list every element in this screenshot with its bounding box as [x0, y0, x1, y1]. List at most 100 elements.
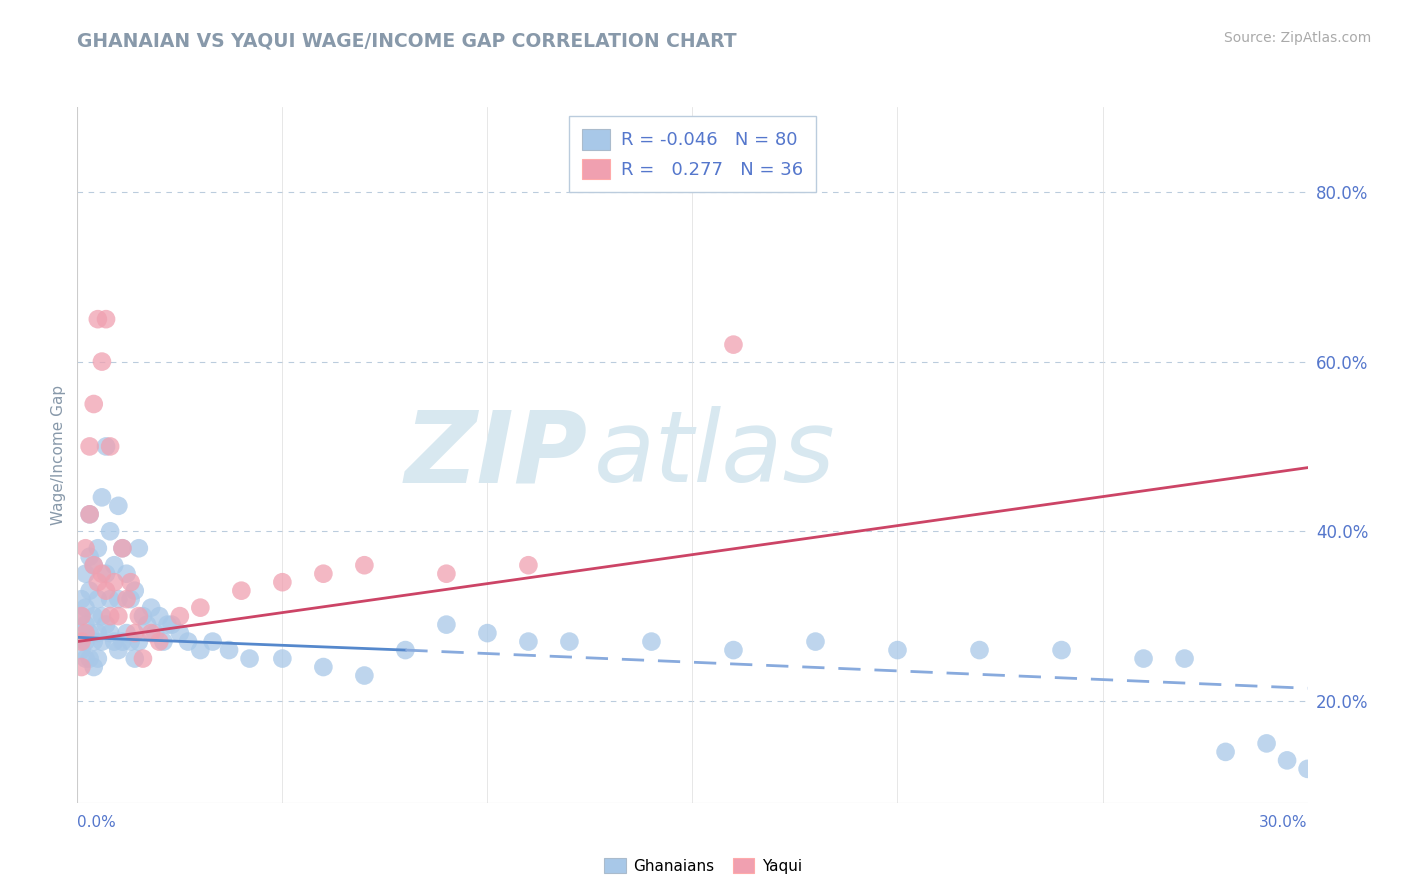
- Point: [70, 660, 93, 674]
- Point: [124, 651, 146, 665]
- Point: [70, 626, 93, 640]
- Point: [70, 609, 93, 624]
- Point: [1050, 643, 1073, 657]
- Point: [558, 634, 581, 648]
- Point: [79, 549, 101, 564]
- Text: ZIP: ZIP: [405, 407, 588, 503]
- Point: [75, 651, 97, 665]
- Point: [1132, 651, 1154, 665]
- Point: [723, 337, 745, 351]
- Point: [75, 617, 97, 632]
- Point: [148, 634, 170, 648]
- Point: [83, 558, 105, 573]
- Point: [160, 617, 183, 632]
- Text: 0.0%: 0.0%: [77, 815, 117, 830]
- Point: [87, 592, 110, 607]
- Point: [132, 651, 155, 665]
- Point: [143, 626, 166, 640]
- Point: [79, 439, 101, 453]
- Point: [353, 558, 375, 573]
- Point: [886, 643, 908, 657]
- Point: [111, 541, 134, 556]
- Point: [107, 643, 129, 657]
- Point: [188, 600, 212, 615]
- Point: [120, 575, 142, 590]
- Point: [75, 626, 97, 640]
- Point: [70, 592, 93, 607]
- Point: [312, 660, 335, 674]
- Point: [271, 575, 294, 590]
- Point: [804, 634, 827, 648]
- Point: [394, 643, 416, 657]
- Point: [90, 634, 114, 648]
- Point: [218, 643, 240, 657]
- Point: [136, 617, 159, 632]
- Point: [103, 558, 125, 573]
- Point: [75, 634, 97, 648]
- Point: [124, 583, 146, 598]
- Point: [132, 609, 155, 624]
- Point: [231, 583, 253, 598]
- Point: [70, 609, 93, 624]
- Point: [87, 626, 110, 640]
- Point: [87, 541, 110, 556]
- Point: [98, 439, 121, 453]
- Point: [477, 626, 499, 640]
- Point: [128, 541, 150, 556]
- Point: [98, 524, 121, 539]
- Point: [103, 634, 125, 648]
- Point: [83, 609, 105, 624]
- Point: [517, 558, 540, 573]
- Point: [148, 609, 170, 624]
- Point: [1296, 762, 1319, 776]
- Point: [98, 609, 121, 624]
- Point: [94, 312, 117, 326]
- Point: [111, 634, 134, 648]
- Point: [70, 634, 93, 648]
- Point: [98, 626, 121, 640]
- Point: [94, 566, 117, 581]
- Point: [87, 312, 110, 326]
- Point: [83, 660, 105, 674]
- Point: [79, 508, 101, 522]
- Point: [90, 491, 114, 505]
- Point: [1215, 745, 1237, 759]
- Point: [152, 634, 174, 648]
- Point: [75, 566, 97, 581]
- Point: [107, 609, 129, 624]
- Point: [141, 626, 163, 640]
- Point: [83, 558, 105, 573]
- Point: [90, 354, 114, 368]
- Point: [111, 541, 134, 556]
- Point: [201, 634, 224, 648]
- Point: [436, 566, 458, 581]
- Point: [79, 651, 101, 665]
- Point: [723, 643, 745, 657]
- Point: [1275, 753, 1298, 767]
- Point: [969, 643, 991, 657]
- Point: [107, 499, 129, 513]
- Point: [128, 609, 150, 624]
- Point: [75, 541, 97, 556]
- Point: [94, 583, 117, 598]
- Point: [177, 634, 200, 648]
- Point: [436, 617, 458, 632]
- Legend: Ghanaians, Yaqui: Ghanaians, Yaqui: [598, 852, 808, 880]
- Point: [90, 566, 114, 581]
- Point: [640, 634, 662, 648]
- Point: [312, 566, 335, 581]
- Point: [1174, 651, 1197, 665]
- Point: [103, 575, 125, 590]
- Point: [239, 651, 262, 665]
- Point: [120, 634, 142, 648]
- Text: Source: ZipAtlas.com: Source: ZipAtlas.com: [1223, 31, 1371, 45]
- Point: [70, 643, 93, 657]
- Point: [87, 651, 110, 665]
- Point: [115, 566, 138, 581]
- Point: [79, 626, 101, 640]
- Point: [83, 634, 105, 648]
- Point: [115, 626, 138, 640]
- Point: [98, 592, 121, 607]
- Point: [169, 626, 191, 640]
- Point: [517, 634, 540, 648]
